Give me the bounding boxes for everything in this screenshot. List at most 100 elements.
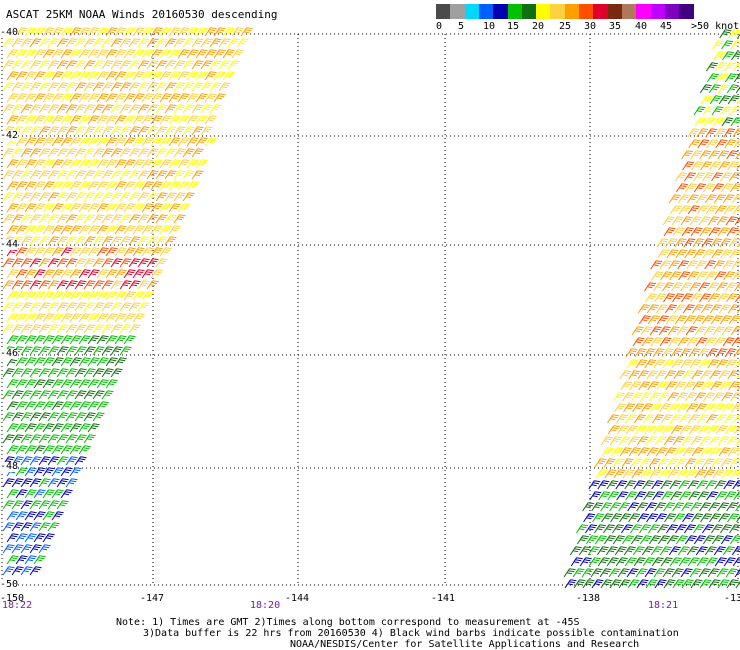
wind-barb bbox=[705, 205, 718, 215]
wind-barb bbox=[20, 522, 33, 532]
wind-barb bbox=[706, 139, 719, 149]
wind-barb bbox=[33, 247, 46, 257]
wind-barb bbox=[47, 104, 60, 114]
wind-barb bbox=[672, 227, 685, 237]
wind-barb bbox=[689, 282, 702, 292]
wind-barb bbox=[702, 106, 715, 116]
wind-barb bbox=[650, 546, 663, 556]
wind-barb bbox=[123, 93, 136, 103]
wind-barb bbox=[715, 73, 728, 83]
wind-barb bbox=[60, 247, 73, 257]
wind-barb bbox=[101, 236, 114, 246]
legend-label: >50 knots bbox=[691, 21, 740, 32]
wind-barb bbox=[583, 513, 596, 523]
wind-barb bbox=[33, 533, 46, 543]
legend-swatch bbox=[550, 4, 566, 19]
wind-barb bbox=[132, 93, 145, 103]
wind-barb bbox=[11, 522, 24, 532]
wind-barb bbox=[682, 161, 695, 171]
wind-barb bbox=[33, 269, 46, 279]
legend-label: 20 bbox=[532, 21, 545, 32]
wind-barb bbox=[191, 126, 204, 136]
wind-barb bbox=[720, 106, 733, 116]
wind-barb bbox=[714, 480, 727, 490]
wind-barb bbox=[686, 546, 699, 556]
wind-barb bbox=[732, 480, 740, 490]
wind-barb bbox=[24, 71, 37, 81]
wind-barb bbox=[47, 412, 60, 422]
wind-barb bbox=[624, 414, 637, 424]
wind-barb bbox=[732, 128, 740, 138]
wind-barb bbox=[731, 546, 740, 556]
wind-barb bbox=[74, 38, 87, 48]
wind-barb bbox=[670, 348, 683, 358]
wind-barb bbox=[599, 568, 612, 578]
wind-barb bbox=[735, 86, 740, 94]
wind-barb bbox=[697, 348, 710, 358]
wind-barb bbox=[657, 535, 670, 545]
wind-barb bbox=[155, 38, 168, 48]
wind-barb bbox=[141, 49, 154, 59]
wind-barb bbox=[664, 370, 677, 380]
wind-barb bbox=[663, 579, 676, 589]
wind-barb bbox=[159, 159, 172, 169]
wind-barb bbox=[195, 115, 208, 125]
wind-barb bbox=[706, 491, 719, 501]
wind-barb bbox=[33, 159, 46, 169]
wind-barb bbox=[2, 192, 15, 202]
wind-barb bbox=[87, 181, 100, 191]
wind-barb bbox=[65, 60, 78, 70]
wind-barb bbox=[711, 106, 724, 116]
wind-barb bbox=[51, 225, 64, 235]
wind-barb bbox=[674, 238, 687, 248]
wind-barb bbox=[673, 447, 686, 457]
wind-barb bbox=[650, 337, 663, 347]
wind-barb bbox=[20, 302, 33, 312]
wind-barb bbox=[128, 126, 141, 136]
latitude-label: -44 bbox=[0, 239, 19, 250]
wind-barb bbox=[96, 137, 109, 147]
wind-barb bbox=[659, 337, 672, 347]
wind-barb bbox=[38, 258, 51, 268]
wind-barb bbox=[723, 62, 736, 72]
wind-barb bbox=[20, 324, 33, 334]
wind-barb bbox=[601, 513, 614, 523]
wind-barb bbox=[673, 513, 686, 523]
wind-barb bbox=[627, 502, 640, 512]
wind-barb bbox=[222, 71, 235, 81]
wind-barb bbox=[105, 49, 118, 59]
wind-barb bbox=[146, 258, 159, 268]
wind-barb bbox=[724, 73, 737, 83]
wind-barb bbox=[114, 137, 127, 147]
wind-barb bbox=[74, 302, 87, 312]
wind-barb bbox=[687, 271, 700, 281]
legend-label: 10 bbox=[483, 21, 496, 32]
wind-barb bbox=[110, 236, 123, 246]
wind-barb bbox=[653, 359, 666, 369]
wind-barb bbox=[730, 117, 740, 127]
wind-barb bbox=[6, 203, 19, 213]
wind-barb bbox=[694, 117, 707, 127]
wind-barb bbox=[60, 313, 73, 323]
wind-barb bbox=[96, 335, 109, 345]
wind-barb bbox=[200, 104, 213, 114]
wind-barb bbox=[716, 359, 729, 369]
wind-barb bbox=[702, 458, 715, 468]
wind-barb bbox=[96, 225, 109, 235]
wind-barb bbox=[6, 93, 19, 103]
wind-barb bbox=[24, 269, 37, 279]
legend-swatch bbox=[436, 4, 451, 19]
wind-barb bbox=[678, 271, 691, 281]
wind-barb bbox=[42, 137, 55, 147]
wind-barb bbox=[74, 104, 87, 114]
wind-barb bbox=[20, 82, 33, 92]
wind-barb bbox=[69, 247, 82, 257]
wind-barb bbox=[105, 379, 118, 389]
wind-barb bbox=[681, 227, 694, 237]
wind-barb bbox=[715, 139, 728, 149]
wind-barb bbox=[671, 282, 684, 292]
wind-barb bbox=[186, 93, 199, 103]
legend-label: 25 bbox=[559, 21, 572, 32]
wind-barb bbox=[564, 579, 577, 589]
wind-barb bbox=[110, 126, 123, 136]
